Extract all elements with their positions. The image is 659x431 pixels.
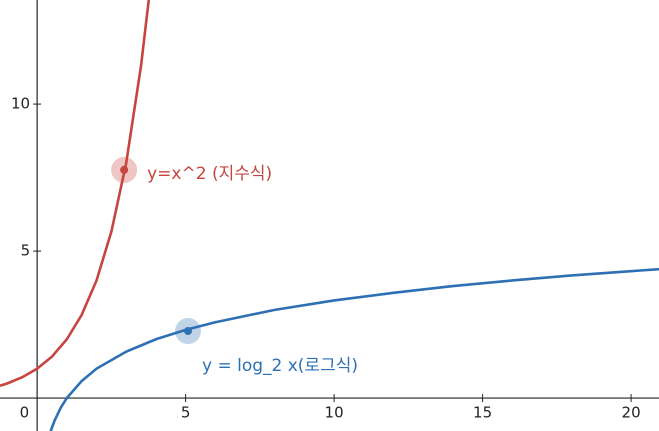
y-tick-label: 10 — [11, 95, 30, 113]
curve — [0, 0, 151, 387]
x-tick-label: 10 — [325, 404, 344, 422]
x-tick-label: 15 — [473, 404, 492, 422]
x-tick-label: 20 — [622, 404, 641, 422]
curve-label: y=x^2 (지수식) — [147, 164, 272, 184]
point — [183, 327, 192, 336]
x-tick-label: 5 — [181, 404, 191, 422]
curve-label: y = log_2 x(로그식) — [202, 356, 358, 376]
y-tick-label: 5 — [21, 242, 31, 260]
curve — [49, 267, 659, 431]
point — [120, 165, 129, 174]
x-tick-label: 0 — [20, 404, 30, 422]
